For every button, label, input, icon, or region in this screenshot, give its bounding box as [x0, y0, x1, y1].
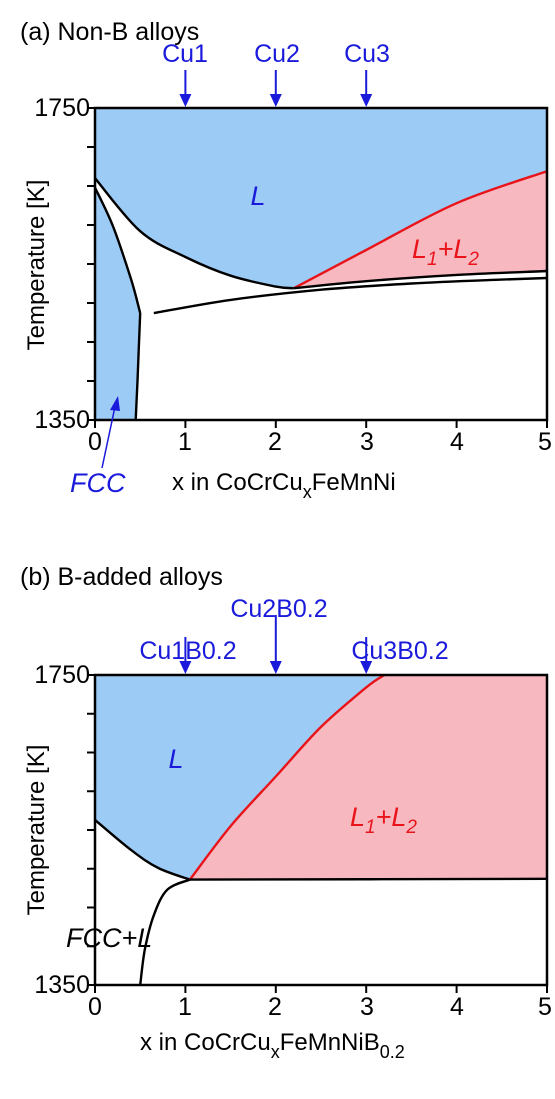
fcc-label: FCC [70, 468, 126, 498]
arrow-label-cu3b02: Cu3B0.2 [351, 637, 448, 665]
x-axis-title: x in CoCrCuxFeMnNiB0.2 [140, 1029, 405, 1062]
fcc-region [95, 187, 141, 420]
fcc-pointer-line [101, 401, 117, 469]
panel-a-title: (a) Non-B alloys [20, 18, 199, 46]
arrow-label-cu2: Cu2 [254, 40, 300, 68]
x-tick-labels: 0 1 2 3 4 5 [88, 428, 552, 456]
y-tick-label-1350: 1350 [34, 406, 90, 434]
fcc-plus-liquid-label: FCC+L [66, 923, 152, 953]
x-tick-label-3: 3 [360, 993, 374, 1021]
phase-boundary-line-1 [94, 818, 191, 881]
x-axis-title: x in CoCrCuxFeMnNi [172, 469, 396, 502]
x-tick-labels: 0 1 2 3 4 5 [88, 993, 552, 1021]
panel-a-non-b-alloys: (a) Non-B alloys 1750 1350 0 1 2 3 4 5 T… [20, 18, 552, 502]
miscibility-gap-region [189, 675, 547, 880]
miscibility-boundary-line [293, 170, 548, 290]
arrow-label-cu1b02: Cu1B0.2 [139, 637, 236, 665]
arrow-head-3 [360, 661, 373, 674]
phase-boundary-lines [94, 673, 548, 986]
phase-boundary-line-4 [153, 276, 548, 315]
x-tick-label-1: 1 [178, 428, 192, 456]
arrow-head-3 [360, 94, 373, 107]
miscibility-boundary-line [188, 673, 385, 881]
miscibility-gap-label: L1+L2 [412, 234, 479, 270]
y-axis-title: Temperature [K] [23, 745, 50, 916]
x-tick-label-2: 2 [268, 428, 282, 456]
x-axis-ticks [94, 985, 548, 993]
phase-boundary-line-3 [293, 269, 548, 290]
y-axis-ticks [87, 674, 95, 986]
liquid-region [95, 108, 547, 289]
x-tick-label-4: 4 [450, 993, 464, 1021]
arrow-head-1 [179, 94, 192, 107]
miscibility-gap-region [293, 171, 547, 289]
phase-boundary-line-5 [93, 187, 142, 314]
x-tick-label-1: 1 [178, 993, 192, 1021]
phase-boundary-line-1 [94, 177, 295, 290]
phase-boundary-line-4 [139, 878, 191, 986]
y-axis-title: Temperature [K] [23, 180, 50, 351]
alloy-arrows: Cu1 Cu2 Cu3 [162, 40, 390, 107]
x-tick-label-3: 3 [360, 428, 374, 456]
x-tick-label-2: 2 [268, 993, 282, 1021]
x-tick-label-5: 5 [538, 428, 552, 456]
phase-boundary-line-3 [189, 877, 548, 881]
phase-boundary-lines [93, 170, 548, 421]
miscibility-gap-label: L1+L2 [350, 802, 417, 838]
arrow-head-1 [179, 661, 192, 674]
liquid-region [95, 675, 385, 880]
panel-b-title: (b) B-added alloys [20, 563, 223, 591]
y-tick-label-1750: 1750 [34, 94, 90, 122]
y-tick-label-1350: 1350 [34, 971, 90, 999]
arrow-label-cu1: Cu1 [162, 40, 208, 68]
fcc-pointer-arrowhead [110, 396, 120, 411]
x-axis-ticks [94, 420, 548, 428]
x-tick-label-5: 5 [538, 993, 552, 1021]
liquid-label: L [168, 744, 183, 774]
y-tick-label-1750: 1750 [34, 661, 90, 689]
arrow-label-cu2b02: Cu2B0.2 [230, 595, 327, 623]
arrow-label-cu3: Cu3 [344, 40, 390, 68]
x-tick-label-4: 4 [450, 428, 464, 456]
panel-b-b-added-alloys: (b) B-added alloys 1750 1350 0 1 2 3 4 5… [20, 563, 552, 1062]
phase-boundary-line-6 [134, 313, 142, 421]
liquid-label: L [250, 181, 265, 211]
x-tick-label-0: 0 [88, 993, 102, 1021]
x-tick-label-0: 0 [88, 428, 102, 456]
y-axis-ticks [87, 107, 95, 421]
arrow-head-2 [269, 661, 282, 674]
arrow-head-2 [269, 94, 282, 107]
alloy-arrows: Cu1B0.2 Cu2B0.2 Cu3B0.2 [139, 595, 449, 674]
